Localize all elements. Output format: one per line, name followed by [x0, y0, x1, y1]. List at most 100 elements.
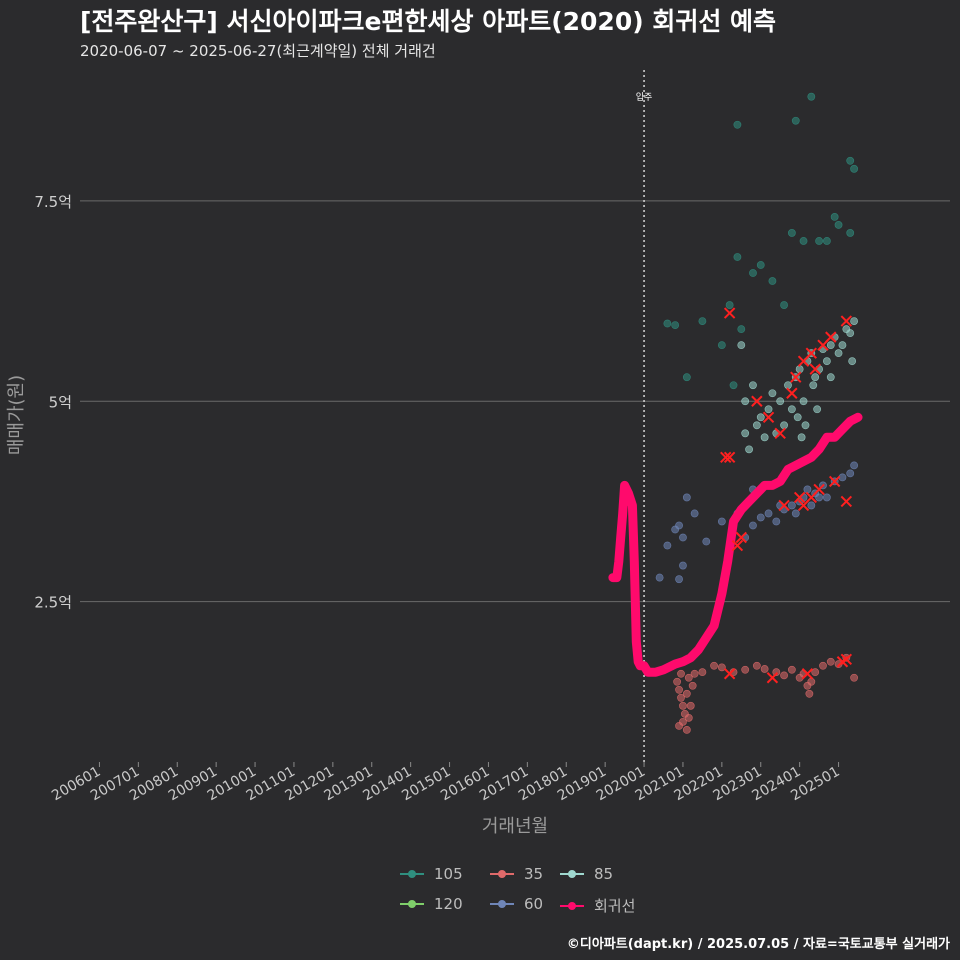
- data-point-105: [822, 237, 831, 245]
- data-point-85: [795, 365, 804, 374]
- data-point-35: [760, 665, 769, 673]
- data-point-105: [682, 373, 691, 382]
- data-point-60: [772, 517, 781, 526]
- data-point-85: [826, 373, 835, 382]
- data-point-35: [682, 725, 691, 734]
- highlight-marker: [731, 539, 744, 552]
- data-point-85: [741, 429, 750, 438]
- regression-line: [608, 412, 863, 677]
- data-point-105: [733, 120, 742, 129]
- data-point-85: [809, 381, 818, 390]
- y-tick-label: 2.5억: [34, 594, 72, 612]
- highlight-marker: [828, 475, 841, 488]
- highlight-marker: [840, 495, 853, 508]
- highlight-marker: [778, 499, 790, 512]
- highlight-marker: [809, 363, 821, 375]
- data-point-35: [780, 671, 788, 680]
- data-point-105: [787, 229, 796, 237]
- data-point-85: [756, 413, 765, 422]
- data-point-60: [717, 517, 726, 526]
- data-point-35: [698, 668, 707, 677]
- data-point-35: [682, 689, 691, 698]
- data-point-105: [749, 269, 757, 277]
- data-point-85: [784, 381, 792, 390]
- data-point-35: [677, 669, 685, 678]
- data-point-60: [764, 509, 773, 518]
- highlight-marker: [723, 307, 736, 319]
- data-point-105: [815, 237, 823, 245]
- legend-swatch-icon: [400, 897, 424, 911]
- highlight-marker: [840, 315, 853, 327]
- data-point-35: [679, 701, 687, 710]
- data-point-60: [807, 501, 816, 510]
- highlight-marker: [774, 427, 786, 440]
- data-point-105: [846, 229, 855, 237]
- data-point-35: [675, 721, 683, 730]
- data-point-105: [737, 325, 746, 334]
- data-point-35: [690, 669, 699, 678]
- data-point-85: [752, 421, 761, 430]
- data-point-105: [799, 237, 808, 245]
- data-point-85: [799, 397, 808, 406]
- data-point-85: [776, 397, 785, 406]
- move-in-label: 입주: [636, 91, 653, 103]
- data-point-60: [846, 469, 855, 478]
- y-tick-label: 5억: [49, 393, 72, 411]
- y-axis-title: 매매가(원): [6, 375, 27, 455]
- legend-label: 120: [434, 895, 463, 913]
- highlight-marker: [762, 411, 775, 423]
- data-point-105: [663, 319, 672, 328]
- data-point-60: [815, 493, 823, 502]
- data-point-85: [801, 421, 810, 430]
- data-point-60: [756, 513, 765, 522]
- data-point-35: [772, 668, 781, 677]
- data-point-85: [780, 421, 788, 430]
- data-point-105: [807, 92, 816, 101]
- data-point-35: [807, 677, 816, 686]
- data-point-85: [737, 341, 746, 350]
- data-point-60: [822, 493, 831, 502]
- data-point-85: [811, 373, 820, 382]
- data-point-35: [826, 657, 835, 666]
- data-point-35: [717, 663, 726, 672]
- data-point-85: [787, 405, 796, 414]
- highlight-marker: [720, 451, 732, 464]
- data-point-105: [671, 321, 680, 330]
- data-point-85: [749, 381, 757, 390]
- data-point-105: [698, 317, 707, 325]
- data-point-85: [838, 341, 847, 350]
- data-point-35: [710, 661, 718, 670]
- data-point-60: [850, 461, 859, 470]
- data-point-85: [797, 433, 806, 442]
- data-point-35: [675, 685, 683, 694]
- legend-label: 85: [594, 865, 614, 883]
- chart-subtitle: 2020-06-07 ~ 2025-06-27(최근계약일) 전체 거래건: [80, 42, 436, 60]
- data-point-105: [768, 277, 777, 285]
- data-point-35: [805, 689, 814, 698]
- data-point-85: [764, 405, 773, 414]
- highlight-marker: [751, 395, 763, 407]
- data-point-60: [702, 537, 711, 546]
- data-point-35: [850, 673, 859, 682]
- data-point-85: [741, 397, 750, 406]
- highlight-marker: [790, 371, 802, 383]
- data-point-85: [846, 329, 855, 338]
- highlight-marker: [801, 668, 814, 680]
- data-point-85: [745, 445, 753, 454]
- legend-item-35: 35: [490, 865, 543, 883]
- highlight-marker: [805, 347, 818, 359]
- data-point-35: [673, 677, 682, 686]
- legend-item-60: 60: [490, 895, 543, 913]
- data-point-85: [850, 317, 859, 325]
- legend-item-회귀선: 회귀선: [560, 895, 635, 916]
- data-point-85: [848, 357, 857, 366]
- highlight-marker: [793, 491, 806, 504]
- chart-title: [전주완산구] 서신아이파크e편한세상 아파트(2020) 회귀선 예측: [80, 7, 777, 36]
- data-point-60: [663, 541, 672, 550]
- legend-swatch-icon: [400, 867, 424, 881]
- legend-item-120: 120: [400, 895, 463, 913]
- highlight-marker: [723, 451, 736, 464]
- data-point-105: [756, 261, 765, 269]
- legend-swatch-icon: [560, 899, 584, 913]
- legend-label: 회귀선: [594, 897, 636, 915]
